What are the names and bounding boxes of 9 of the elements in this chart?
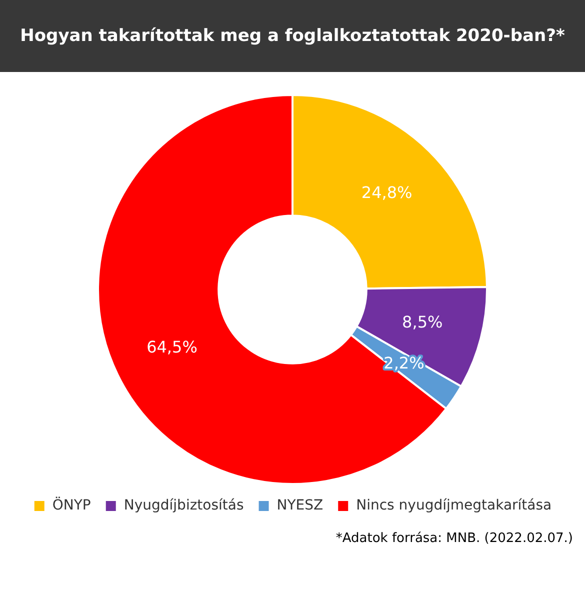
legend-label: ÖNYP — [52, 496, 91, 514]
text: *Adatok forrása: MNB. (2022.02.07.) — [334, 531, 573, 546]
legend-label: Nincs nyugdíjmegtakarítása — [356, 498, 552, 514]
chart-title: Hogyan takarítottak meg a foglalkoztatottak 2020-ban?* — [0, 0, 585, 72]
legend-label: Nyugdíjbiztosítás — [124, 498, 244, 514]
data-label: 64,5% — [146, 338, 198, 357]
legend-label: NYESZ — [276, 498, 324, 514]
data-label: 24,8% — [361, 183, 412, 202]
data-label: 8,5% — [402, 312, 443, 332]
